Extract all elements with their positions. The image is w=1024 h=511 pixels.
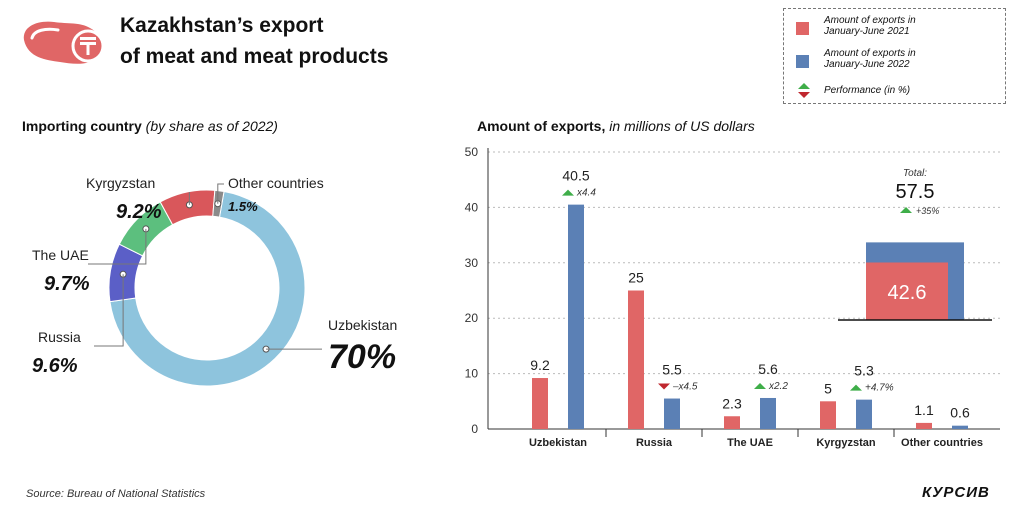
performance-arrow-uzbekistan: [562, 189, 574, 196]
data-label-uzbekistan-2021: 9.2: [530, 357, 550, 373]
donut-label-russia: Russia: [38, 329, 81, 345]
total-performance-arrow: [900, 207, 912, 213]
source-note: Source: Bureau of National Statistics: [26, 488, 206, 500]
total-value-2022: 57.5: [896, 181, 935, 203]
total-value-2021: 42.6: [888, 282, 927, 304]
donut-value-the-uae: 9.7%: [44, 273, 90, 295]
bar-uzbekistan-2022: [568, 204, 584, 429]
donut-label-uzbekistan: Uzbekistan: [328, 317, 397, 333]
bar-heading-bold: Amount of exports,: [477, 118, 606, 134]
performance-arrow-kyrgyzstan: [850, 384, 862, 391]
data-label-russia-2021: 25: [628, 270, 644, 286]
data-label-russia-2022: 5.5: [662, 362, 682, 378]
chart-title-line-1: Kazakhstan’s export: [120, 14, 324, 37]
data-label-other-countries-2021: 1.1: [914, 402, 934, 418]
x-tick-label-russia: Russia: [636, 437, 673, 449]
bar-russia-2021: [628, 290, 644, 429]
donut-chart: Uzbekistan 70% Russia 9.6% The UAE 9.7% Kyrgyz…: [32, 175, 397, 387]
header-icon: [18, 16, 108, 68]
donut-value-other-countries: 1.5%: [228, 199, 258, 214]
chart-title: Kazakhstan’s export of meat and meat pro…: [120, 10, 388, 72]
bar-the-uae-2022: [760, 397, 776, 429]
legend-label-2021: Amount of exports in January-June 2021: [824, 15, 916, 37]
legend: Amount of exports in January-June 2021 A…: [783, 8, 1006, 104]
performance-arrow-the-uae: [754, 382, 766, 389]
legend-swatch-2022: [796, 55, 809, 68]
y-tick-label-10: 10: [465, 367, 479, 381]
donut-value-kyrgyzstan: 9.2%: [116, 201, 162, 223]
meat-tenge-icon: [23, 21, 105, 64]
brand-logo: КУРСИВ: [922, 484, 990, 501]
y-tick-label-20: 20: [465, 311, 479, 325]
y-tick-label-40: 40: [465, 200, 479, 214]
performance-legend-icon: [798, 83, 810, 98]
performance-label-the-uae: x2.2: [768, 381, 788, 392]
x-tick-label-the-uae: The UAE: [727, 437, 773, 449]
total-performance-label: +35%: [916, 206, 939, 216]
donut-value-uzbekistan: 70%: [328, 338, 396, 376]
performance-label-uzbekistan: x4.4: [576, 188, 596, 199]
bar-kyrgyzstan-2022: [856, 399, 872, 429]
data-label-kyrgyzstan-2021: 5: [824, 380, 832, 396]
y-tick-label-50: 50: [465, 145, 479, 159]
performance-label-kyrgyzstan: +4.7%: [865, 383, 894, 394]
bar-other-countries-2021: [916, 422, 932, 429]
performance-label-russia: –x4.5: [672, 382, 698, 393]
bar-uzbekistan-2021: [532, 378, 548, 429]
donut-value-russia: 9.6%: [32, 355, 78, 377]
bar-chart: 0 10 20 30 40 50 Uzbekistan 9.2 40.5 x4.4 Russia 25…: [465, 145, 1000, 449]
legend-label-2022: Amount of exports in January-June 2022: [824, 48, 916, 70]
donut-label-the-uae: The UAE: [32, 247, 89, 263]
total-label: Total:: [903, 168, 927, 179]
bar-heading-italic: in millions of US dollars: [609, 118, 755, 134]
legend-swatch-2021: [796, 22, 809, 35]
y-tick-label-0: 0: [471, 422, 478, 436]
data-label-other-countries-2022: 0.6: [950, 405, 970, 421]
data-label-the-uae-2022: 5.6: [758, 361, 778, 377]
donut-label-kyrgyzstan: Kyrgyzstan: [86, 175, 155, 191]
donut-label-other-countries: Other countries: [228, 175, 324, 191]
donut-slice-uzbekistan: [109, 190, 306, 387]
donut-leader-other-countries: [217, 183, 224, 204]
donut-leader-the-uae: [88, 228, 147, 265]
donut-leader-russia: [94, 274, 124, 347]
chart-title-line-2: of meat and meat products: [120, 45, 389, 68]
pie-heading: Importing country (by share as of 2022): [22, 118, 278, 134]
bar-russia-2022: [664, 398, 680, 429]
pie-heading-italic: (by share as of 2022): [145, 118, 278, 134]
x-tick-label-other-countries: Other countries: [901, 437, 983, 449]
bar-other-countries-2022: [952, 425, 968, 429]
x-tick-label-uzbekistan: Uzbekistan: [529, 437, 587, 449]
legend-label-performance: Performance (in %): [824, 85, 911, 96]
bar-the-uae-2021: [724, 416, 740, 429]
data-label-the-uae-2021: 2.3: [722, 395, 742, 411]
y-tick-label-30: 30: [465, 256, 479, 270]
total-bar-2021: [866, 262, 948, 320]
data-label-uzbekistan-2022: 40.5: [562, 168, 589, 184]
data-label-kyrgyzstan-2022: 5.3: [854, 363, 874, 379]
bar-kyrgyzstan-2021: [820, 401, 836, 429]
x-tick-label-kyrgyzstan: Kyrgyzstan: [816, 437, 876, 449]
bar-heading: Amount of exports, in millions of US dol…: [477, 118, 755, 134]
pie-heading-bold: Importing country: [22, 118, 142, 134]
performance-arrow-russia: [658, 383, 670, 390]
